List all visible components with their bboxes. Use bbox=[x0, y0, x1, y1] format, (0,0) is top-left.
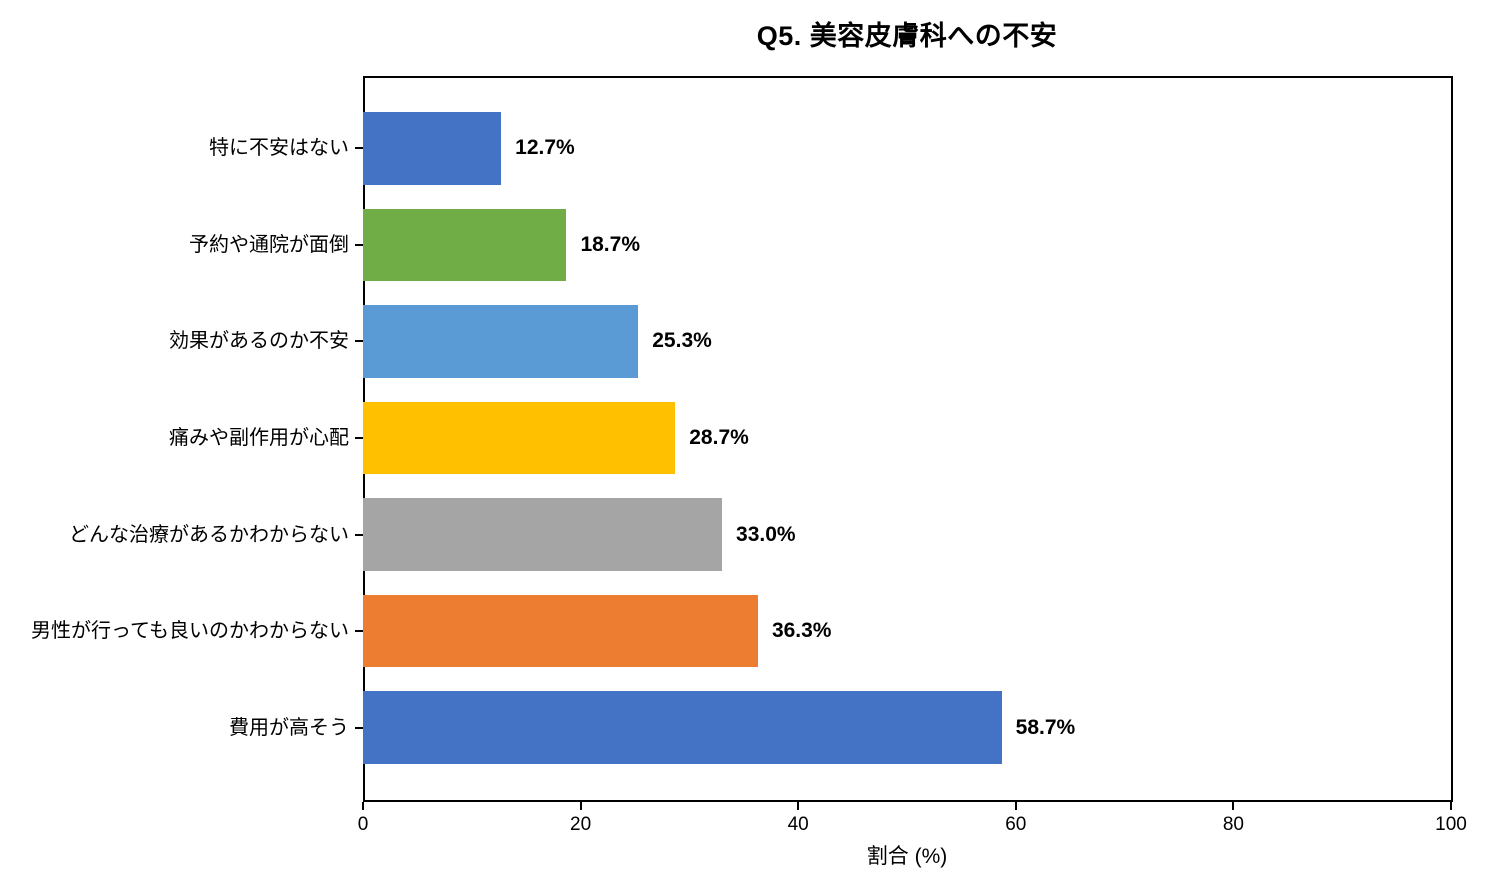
bar-value-label-2: 25.3% bbox=[652, 329, 712, 353]
y-category-label-4: どんな治療があるかわからない bbox=[69, 523, 349, 546]
x-tick-1 bbox=[579, 802, 582, 810]
y-category-label-0: 特に不安はない bbox=[209, 137, 349, 160]
x-tick-label-2: 40 bbox=[787, 814, 809, 835]
x-tick-label-1: 20 bbox=[570, 814, 592, 835]
y-category-label-3: 痛みや副作用が心配 bbox=[169, 427, 349, 449]
x-tick-label-5: 100 bbox=[1435, 814, 1467, 835]
x-tick-4 bbox=[1232, 802, 1235, 810]
bar-value-label-4: 33.0% bbox=[736, 522, 796, 546]
bar-value-label-0: 12.7% bbox=[515, 136, 575, 160]
bar-value-label-6: 58.7% bbox=[1015, 715, 1076, 739]
bar-value-label-5: 36.3% bbox=[771, 619, 832, 643]
y-tick-0 bbox=[355, 147, 363, 150]
x-tick-5 bbox=[1450, 802, 1452, 810]
chart-title: Q5. 美容皮膚科への不安 bbox=[756, 21, 1058, 51]
y-tick-4 bbox=[355, 533, 363, 536]
x-axis-label: 割合 (%) bbox=[866, 845, 948, 868]
x-tick-0 bbox=[362, 802, 364, 810]
x-tick-label-4: 80 bbox=[1222, 814, 1244, 835]
x-tick-label-0: 0 bbox=[357, 814, 369, 835]
bar-2 bbox=[363, 305, 639, 378]
bar-4 bbox=[363, 498, 723, 571]
y-category-label-5: 男性が行っても良いのかわからない bbox=[31, 620, 349, 643]
y-category-label-6: 費用が高そう bbox=[229, 716, 349, 739]
x-tick-2 bbox=[797, 802, 800, 810]
x-tick-3 bbox=[1014, 802, 1017, 810]
y-tick-2 bbox=[355, 340, 363, 343]
bar-value-label-1: 18.7% bbox=[580, 232, 640, 256]
y-tick-3 bbox=[355, 437, 363, 439]
x-tick-label-3: 60 bbox=[1005, 814, 1027, 835]
y-category-label-2: 効果があるのか不安 bbox=[169, 330, 349, 353]
y-tick-6 bbox=[355, 726, 363, 729]
bar-value-label-3: 28.7% bbox=[689, 426, 749, 449]
bar-3 bbox=[363, 401, 676, 475]
bar-1 bbox=[363, 208, 567, 282]
bar-6 bbox=[363, 691, 1002, 764]
bar-5 bbox=[363, 594, 758, 668]
y-category-label-1: 予約や通院が面倒 bbox=[189, 233, 349, 256]
y-tick-5 bbox=[355, 630, 363, 633]
bar-0 bbox=[363, 112, 502, 185]
y-tick-1 bbox=[355, 243, 363, 246]
